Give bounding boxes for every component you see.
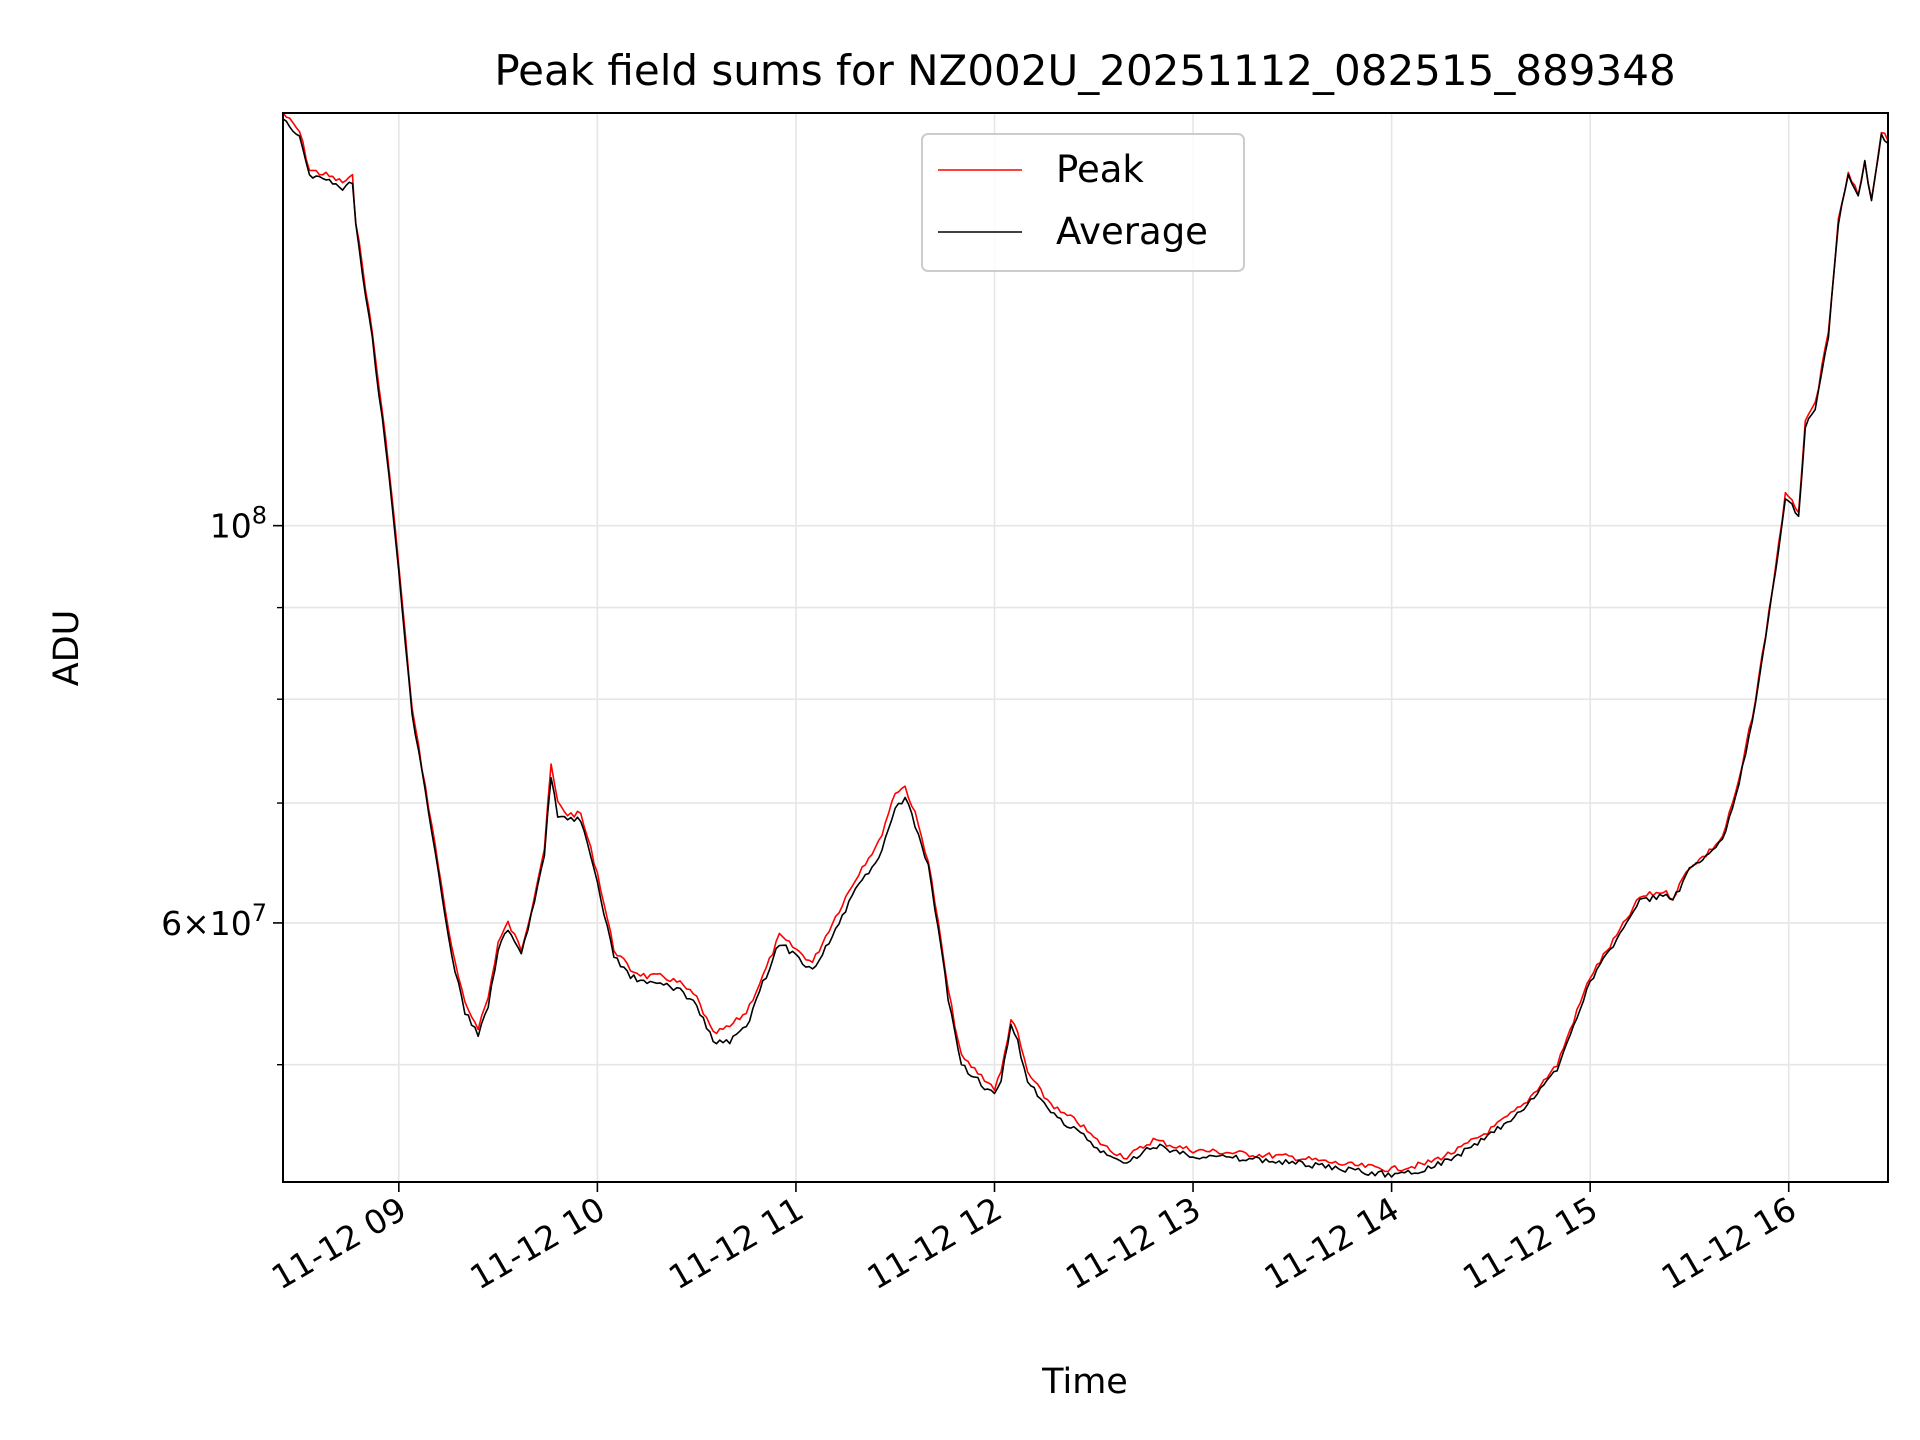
legend-label-peak: Peak	[1056, 148, 1144, 191]
chart-title: Peak field sums for NZ002U_20251112_0825…	[494, 46, 1675, 95]
x-axis-label: Time	[1041, 1362, 1128, 1402]
plot-frame	[282, 112, 1889, 1183]
series-line-average	[282, 118, 1889, 1178]
legend-label-average: Average	[1056, 210, 1208, 253]
y-tick-label: 108	[210, 502, 267, 546]
series-line-peak	[282, 112, 1889, 1173]
legend-box	[921, 133, 1245, 272]
series-layer	[282, 112, 1889, 1178]
y-tick-label: 6×107	[161, 899, 267, 943]
y-axis-label: ADU	[47, 610, 87, 687]
grid	[283, 113, 1888, 1182]
legend: Peak Average	[921, 133, 1245, 272]
